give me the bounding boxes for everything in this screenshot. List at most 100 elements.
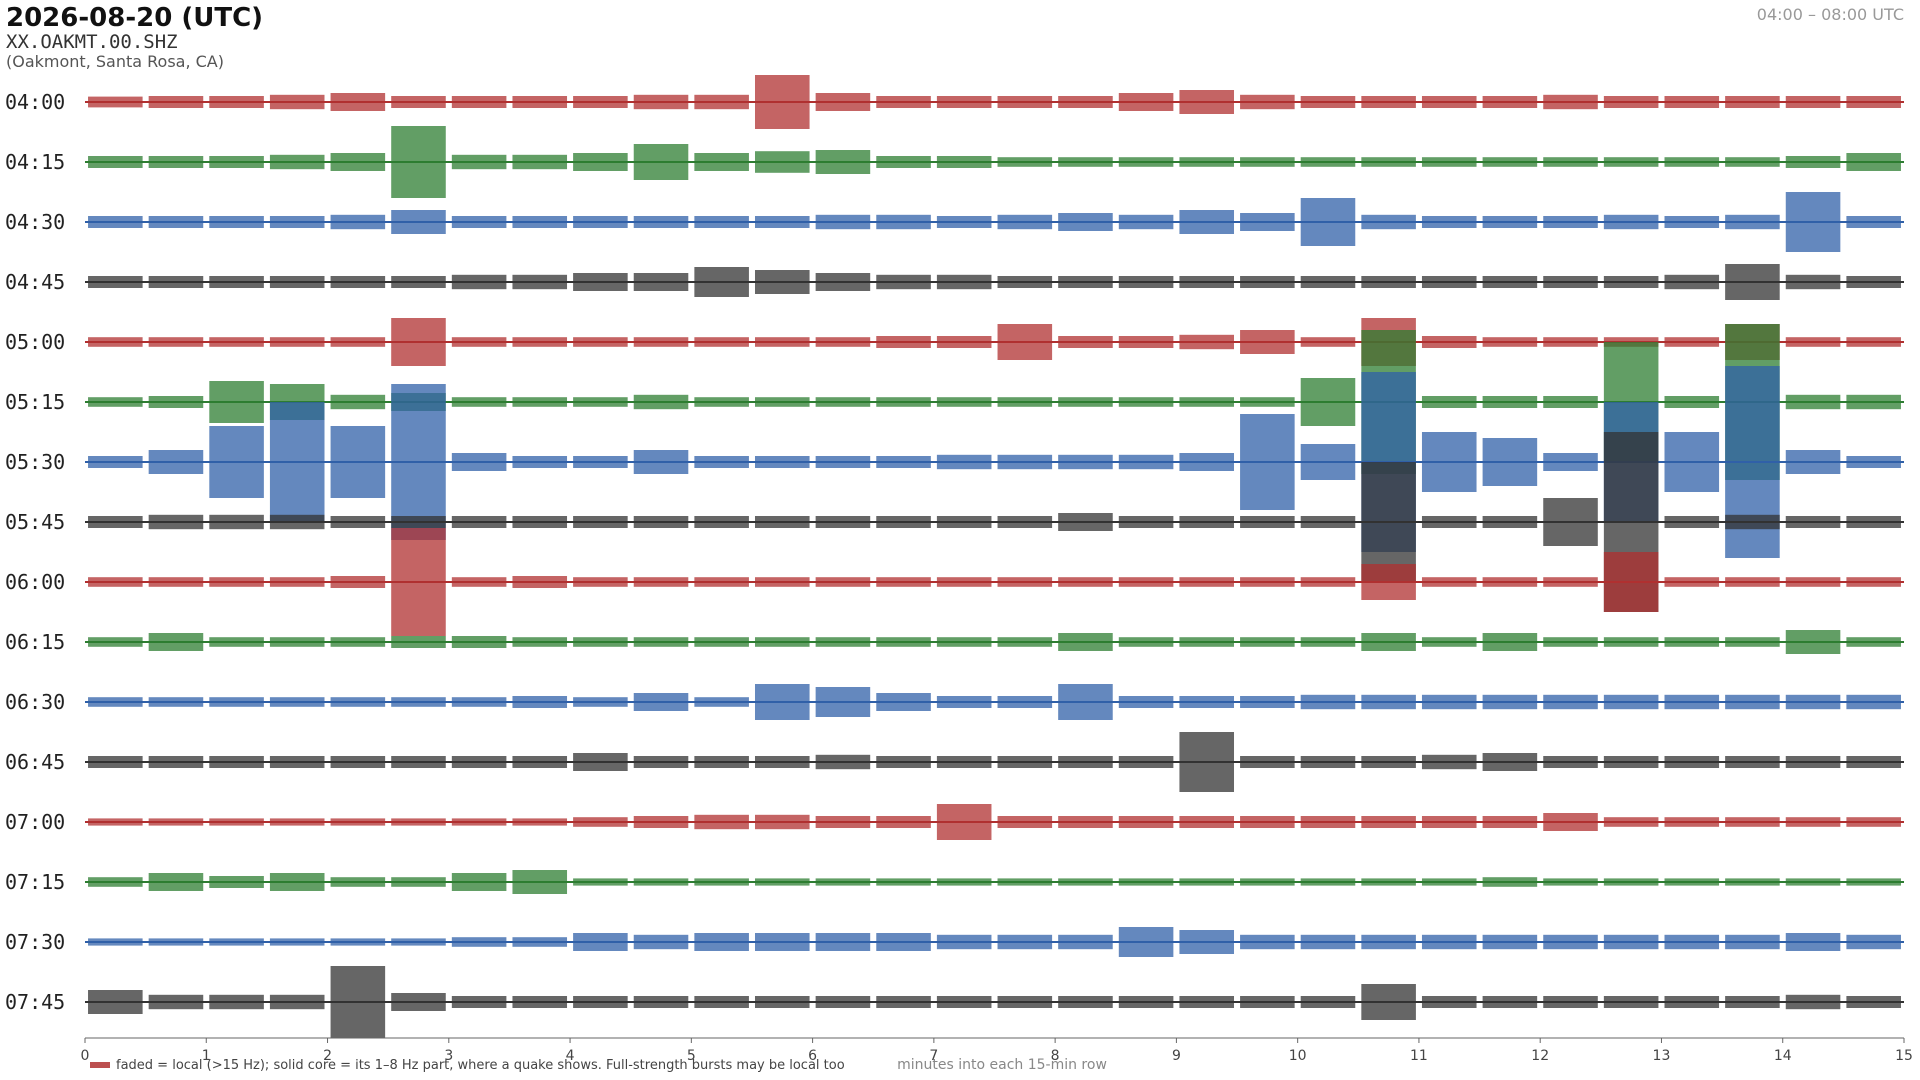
trace-amplitude bbox=[573, 516, 628, 528]
trace-amplitude bbox=[1361, 214, 1416, 230]
trace-amplitude bbox=[1361, 816, 1416, 828]
row-label: 05:00 bbox=[5, 330, 65, 354]
trace-amplitude bbox=[1240, 996, 1295, 1008]
trace-amplitude bbox=[512, 154, 568, 170]
trace-amplitude bbox=[1058, 513, 1113, 531]
trace-amplitude bbox=[936, 216, 992, 228]
trace-amplitude bbox=[88, 990, 143, 1014]
trace-amplitude bbox=[815, 273, 871, 291]
trace-amplitude bbox=[148, 818, 204, 826]
trace-amplitude bbox=[1240, 157, 1295, 167]
trace-amplitude bbox=[209, 637, 264, 647]
trace-amplitude bbox=[209, 216, 264, 228]
trace-amplitude bbox=[1543, 94, 1598, 110]
trace-amplitude bbox=[451, 274, 507, 290]
trace-amplitude bbox=[1482, 934, 1538, 950]
trace-amplitude bbox=[148, 156, 204, 168]
trace-amplitude bbox=[694, 878, 749, 886]
trace-amplitude bbox=[1603, 276, 1659, 288]
trace-amplitude bbox=[1058, 276, 1113, 288]
trace-amplitude bbox=[1603, 552, 1659, 612]
trace-amplitude bbox=[997, 276, 1053, 288]
trace-amplitude bbox=[1482, 877, 1538, 887]
trace-amplitude bbox=[633, 934, 689, 950]
trace-amplitude bbox=[1421, 396, 1477, 408]
trace-amplitude bbox=[512, 576, 568, 588]
trace-amplitude bbox=[997, 637, 1053, 647]
trace-amplitude bbox=[148, 450, 204, 474]
trace-amplitude bbox=[1179, 453, 1235, 471]
trace-amplitude bbox=[997, 816, 1053, 828]
trace-amplitude bbox=[815, 687, 871, 717]
trace-amplitude bbox=[1240, 637, 1295, 647]
trace-amplitude bbox=[633, 273, 689, 291]
trace-amplitude bbox=[512, 516, 568, 528]
trace-amplitude bbox=[573, 153, 628, 171]
trace-amplitude bbox=[1240, 934, 1295, 950]
trace-amplitude bbox=[936, 696, 992, 708]
trace-amplitude bbox=[815, 93, 871, 111]
trace-amplitude bbox=[1785, 516, 1841, 528]
trace-amplitude bbox=[330, 337, 386, 347]
trace-amplitude bbox=[633, 816, 689, 828]
trace-amplitude bbox=[451, 453, 507, 471]
trace-amplitude bbox=[936, 804, 992, 840]
station-location: (Oakmont, Santa Rosa, CA) bbox=[6, 52, 224, 71]
station-code: XX.OAKMT.00.SHZ bbox=[6, 31, 178, 53]
trace-amplitude bbox=[88, 697, 143, 707]
x-tick-label: 6 bbox=[808, 1048, 817, 1064]
trace-amplitude bbox=[1058, 336, 1113, 348]
trace-amplitude bbox=[1300, 157, 1356, 167]
trace-amplitude bbox=[1058, 878, 1113, 886]
trace-amplitude bbox=[1725, 214, 1780, 230]
trace-amplitude bbox=[269, 337, 325, 347]
trace-amplitude bbox=[209, 876, 264, 888]
trace-amplitude bbox=[451, 516, 507, 528]
trace-amplitude bbox=[391, 818, 446, 826]
x-tick-label: 0 bbox=[81, 1048, 90, 1064]
trace-amplitude bbox=[876, 96, 931, 108]
trace-amplitude bbox=[1785, 450, 1841, 474]
trace-amplitude bbox=[391, 877, 446, 887]
trace-amplitude bbox=[1482, 633, 1538, 651]
trace-amplitude bbox=[1543, 577, 1598, 587]
trace-amplitude bbox=[1785, 756, 1841, 768]
trace-amplitude bbox=[754, 684, 810, 720]
trace-amplitude bbox=[88, 337, 143, 347]
row-label: 06:30 bbox=[5, 690, 65, 714]
trace-amplitude bbox=[936, 637, 992, 647]
trace-amplitude bbox=[1118, 637, 1174, 647]
trace-amplitude bbox=[1421, 577, 1477, 587]
trace-amplitude bbox=[1543, 216, 1598, 228]
trace-amplitude bbox=[1846, 276, 1901, 288]
trace-amplitude bbox=[936, 516, 992, 528]
trace-amplitude bbox=[209, 426, 264, 498]
x-tick-label: 12 bbox=[1531, 1048, 1549, 1064]
trace-amplitude bbox=[1058, 633, 1113, 651]
trace-amplitude bbox=[573, 577, 628, 587]
row-label: 06:45 bbox=[5, 750, 65, 774]
trace-amplitude bbox=[1421, 157, 1477, 167]
trace-amplitude bbox=[1118, 516, 1174, 528]
row-label: 06:00 bbox=[5, 570, 65, 594]
trace-amplitude bbox=[1664, 274, 1720, 290]
trace-amplitude bbox=[1725, 817, 1780, 827]
trace-amplitude bbox=[633, 337, 689, 347]
trace-amplitude bbox=[1118, 336, 1174, 348]
x-tick-label: 1 bbox=[202, 1048, 211, 1064]
trace-amplitude bbox=[1846, 756, 1901, 768]
trace-amplitude bbox=[1421, 694, 1477, 710]
trace-amplitude bbox=[815, 337, 871, 347]
trace-amplitude bbox=[1118, 696, 1174, 708]
trace-amplitude bbox=[451, 216, 507, 228]
trace-amplitude bbox=[1179, 210, 1235, 234]
trace-amplitude bbox=[1725, 878, 1780, 886]
trace-amplitude bbox=[1785, 577, 1841, 587]
trace-amplitude bbox=[1240, 696, 1295, 708]
trace-amplitude bbox=[1664, 577, 1720, 587]
trace-amplitude bbox=[1725, 756, 1780, 768]
trace-amplitude bbox=[148, 276, 204, 288]
trace-amplitude bbox=[148, 577, 204, 587]
trace-amplitude bbox=[573, 996, 628, 1008]
trace-amplitude bbox=[148, 514, 204, 530]
